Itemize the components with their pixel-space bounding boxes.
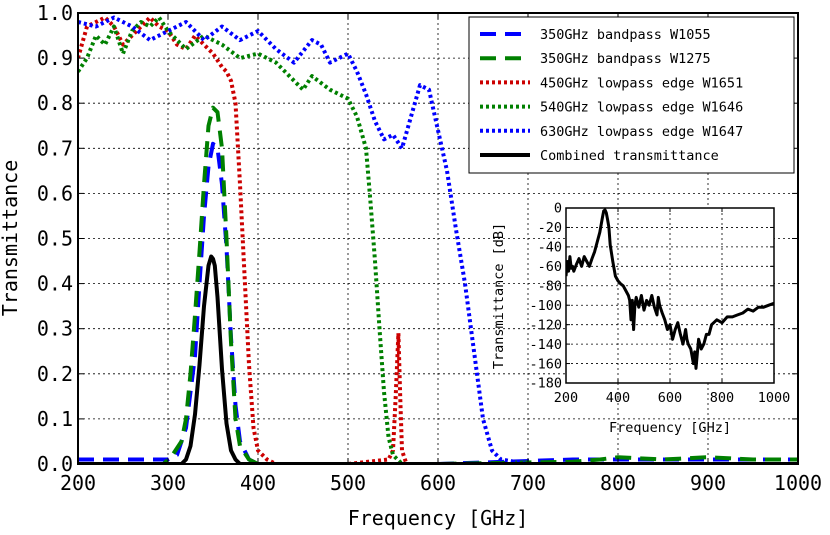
main-y-tick-label: 0.6 — [37, 181, 73, 205]
main-x-tick-label: 600 — [420, 471, 456, 495]
inset-x-axis-label: Frequency [GHz] — [609, 420, 731, 436]
main-series-line-3 — [78, 15, 798, 464]
inset-chart: 200 400 600 800 1000 0 -20 -40 -60 -80 -100 -120 -14… — [491, 201, 790, 436]
inset-y-tick-label: -20 — [538, 220, 562, 236]
inset-y-tick-label: -60 — [538, 259, 562, 275]
main-x-tick-label: 1000 — [774, 471, 822, 495]
inset-x-tick-label: 200 — [554, 390, 578, 406]
main-x-tick-label: 900 — [690, 471, 726, 495]
main-y-tick-label: 0.1 — [37, 407, 73, 431]
legend: 350GHz bandpass W1055 350GHz bandpass W12… — [468, 16, 795, 174]
legend-entry-label-3: 540GHz lowpass edge W1646 — [540, 100, 743, 116]
main-series-line-1 — [78, 105, 798, 464]
inset-y-tick-label: -100 — [529, 298, 562, 314]
inset-x-tick-label: 800 — [710, 390, 734, 406]
main-y-tick-label: 0.4 — [37, 272, 73, 296]
main-x-tick-label: 400 — [240, 471, 276, 495]
inset-y-tick-label: -180 — [529, 376, 562, 392]
main-y-tick-label: 0.2 — [37, 362, 73, 386]
main-ticks: 200 300 400 500 600 700 800 900 1000 0.0 0.1 0.2 0.3… — [37, 1, 822, 495]
main-series-line-4 — [78, 15, 798, 464]
main-y-tick-label: 0.3 — [37, 317, 73, 341]
main-series-group — [78, 15, 798, 464]
legend-entry-label-5: Combined transmittance — [540, 148, 719, 164]
legend-entry-label-0: 350GHz bandpass W1055 — [540, 27, 711, 43]
main-y-tick-label: 0.5 — [37, 227, 73, 251]
main-x-tick-label: 700 — [510, 471, 546, 495]
main-x-tick-label: 500 — [330, 471, 366, 495]
inset-y-tick-label: 0 — [554, 201, 562, 217]
inset-grid — [566, 208, 774, 383]
inset-series-group — [566, 208, 774, 370]
inset-series-line-0 — [566, 208, 774, 370]
inset-y-tick-label: -120 — [529, 317, 562, 333]
inset-y-tick-label: -80 — [538, 279, 562, 295]
main-x-axis-label: Frequency [GHz] — [348, 506, 529, 530]
legend-entry-label-1: 350GHz bandpass W1275 — [540, 51, 711, 67]
main-y-axis-label: Transmittance — [0, 160, 22, 317]
inset-ticks: 200 400 600 800 1000 0 -20 -40 -60 -80 -100 -120 -14… — [529, 201, 790, 406]
main-y-tick-label: 1.0 — [37, 1, 73, 25]
main-y-tick-label: 0.9 — [37, 46, 73, 70]
legend-entry-label-4: 630GHz lowpass edge W1647 — [540, 124, 743, 140]
main-y-tick-label: 0.7 — [37, 136, 73, 160]
main-x-tick-label: 200 — [60, 471, 96, 495]
inset-y-axis-label: Transmittance [dB] — [491, 223, 507, 369]
inset-y-tick-label: -160 — [529, 356, 562, 372]
main-x-tick-label: 300 — [150, 471, 186, 495]
legend-entry-label-2: 450GHz lowpass edge W1651 — [540, 75, 743, 91]
main-y-tick-label: 0.8 — [37, 91, 73, 115]
main-x-tick-label: 800 — [600, 471, 636, 495]
inset-x-tick-label: 1000 — [758, 390, 791, 406]
inset-y-tick-label: -140 — [529, 337, 562, 353]
main-series-line-5 — [78, 254, 798, 464]
legend-box — [468, 16, 795, 174]
main-y-tick-label: 0.0 — [37, 452, 73, 476]
inset-x-tick-label: 400 — [606, 390, 630, 406]
inset-y-tick-label: -40 — [538, 240, 562, 256]
inset-x-tick-label: 600 — [658, 390, 682, 406]
